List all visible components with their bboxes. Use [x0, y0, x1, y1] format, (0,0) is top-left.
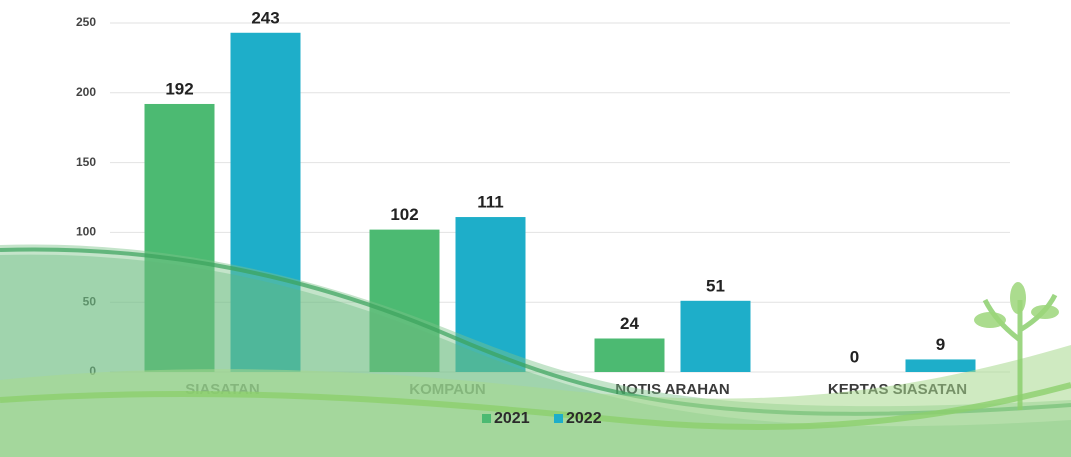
- bar: [230, 32, 301, 372]
- x-tick-label: KERTAS SIASATAN: [828, 381, 967, 398]
- bar: [905, 359, 976, 372]
- x-tick-label: KOMPAUN: [409, 381, 485, 398]
- value-label: 24: [620, 314, 639, 333]
- value-label: 0: [850, 347, 859, 366]
- legend-label: 2022: [566, 410, 602, 427]
- y-tick-label: 100: [76, 225, 96, 239]
- value-label: 111: [477, 193, 504, 212]
- plot-area: 0 50 100 150 200 250 SIASATAN 192 243 KOMPAUN 102 1…: [76, 8, 1010, 398]
- bar: [144, 103, 215, 372]
- value-label: 243: [251, 8, 279, 27]
- legend-swatch: [554, 414, 563, 423]
- legend-swatch: [482, 414, 491, 423]
- y-tick-label: 250: [76, 15, 96, 29]
- legend: 2021 2022: [482, 410, 602, 427]
- y-tick-label: 50: [83, 294, 97, 308]
- value-label: 102: [390, 205, 418, 224]
- x-tick-label: NOTIS ARAHAN: [615, 381, 729, 398]
- bar: [680, 300, 751, 372]
- bar: [594, 338, 665, 372]
- legend-label: 2021: [494, 410, 530, 427]
- bar: [369, 229, 440, 372]
- y-tick-label: 200: [76, 85, 96, 99]
- y-tick-label: 0: [89, 364, 96, 378]
- value-label: 51: [706, 276, 725, 295]
- y-tick-label: 150: [76, 155, 96, 169]
- value-label: 192: [165, 79, 193, 98]
- value-label: 9: [936, 335, 945, 354]
- x-tick-label: SIASATAN: [185, 381, 259, 398]
- bar: [455, 217, 526, 372]
